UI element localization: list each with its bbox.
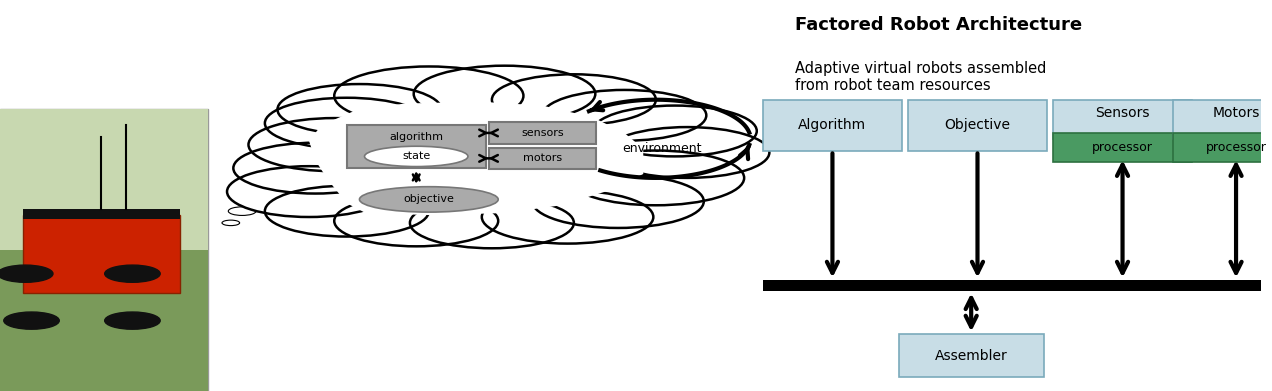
Circle shape <box>228 207 256 215</box>
Circle shape <box>226 166 391 217</box>
Circle shape <box>335 196 499 246</box>
FancyBboxPatch shape <box>898 334 1044 377</box>
FancyBboxPatch shape <box>1053 100 1192 139</box>
Circle shape <box>593 106 757 156</box>
Text: objective: objective <box>403 194 454 204</box>
Text: environment: environment <box>622 142 702 155</box>
Text: processor: processor <box>1206 141 1267 154</box>
FancyBboxPatch shape <box>488 122 597 143</box>
FancyBboxPatch shape <box>0 109 209 250</box>
Circle shape <box>237 193 277 206</box>
Circle shape <box>265 98 429 149</box>
Text: Sensors: Sensors <box>1095 106 1150 120</box>
Circle shape <box>223 220 239 226</box>
Circle shape <box>605 127 770 178</box>
Circle shape <box>233 143 397 194</box>
FancyBboxPatch shape <box>347 125 486 168</box>
Text: Algorithm: Algorithm <box>799 118 866 132</box>
FancyBboxPatch shape <box>23 215 181 293</box>
FancyBboxPatch shape <box>1173 100 1272 139</box>
Circle shape <box>542 90 706 141</box>
Text: processor: processor <box>1093 141 1152 154</box>
Text: Objective: Objective <box>945 118 1010 132</box>
Circle shape <box>104 312 160 329</box>
Circle shape <box>104 265 160 282</box>
FancyBboxPatch shape <box>908 100 1047 151</box>
Ellipse shape <box>360 187 499 212</box>
Text: algorithm: algorithm <box>389 132 443 142</box>
Text: Assembler: Assembler <box>935 349 1007 363</box>
Circle shape <box>335 66 524 125</box>
Polygon shape <box>309 102 644 215</box>
FancyBboxPatch shape <box>763 100 902 151</box>
Circle shape <box>532 175 703 228</box>
Circle shape <box>492 74 656 125</box>
Circle shape <box>0 265 53 282</box>
FancyBboxPatch shape <box>488 147 597 169</box>
FancyBboxPatch shape <box>1053 133 1192 162</box>
Text: sensors: sensors <box>522 128 563 138</box>
Text: Adaptive virtual robots assembled
from robot team resources: Adaptive virtual robots assembled from r… <box>795 61 1046 93</box>
Circle shape <box>567 151 744 205</box>
Circle shape <box>413 66 595 122</box>
Text: state: state <box>402 151 430 161</box>
Polygon shape <box>309 94 687 223</box>
FancyBboxPatch shape <box>23 209 181 219</box>
Circle shape <box>410 197 574 248</box>
FancyBboxPatch shape <box>1173 133 1272 162</box>
Circle shape <box>4 312 60 329</box>
Circle shape <box>482 190 654 244</box>
FancyBboxPatch shape <box>0 109 209 391</box>
Text: Motors: Motors <box>1212 106 1259 120</box>
Circle shape <box>265 186 429 237</box>
Circle shape <box>248 118 420 171</box>
FancyBboxPatch shape <box>763 280 1262 291</box>
Text: motors: motors <box>523 153 562 163</box>
Ellipse shape <box>365 146 468 167</box>
FancyBboxPatch shape <box>0 250 209 391</box>
Circle shape <box>277 84 441 135</box>
Text: Factored Robot Architecture: Factored Robot Architecture <box>795 16 1081 34</box>
